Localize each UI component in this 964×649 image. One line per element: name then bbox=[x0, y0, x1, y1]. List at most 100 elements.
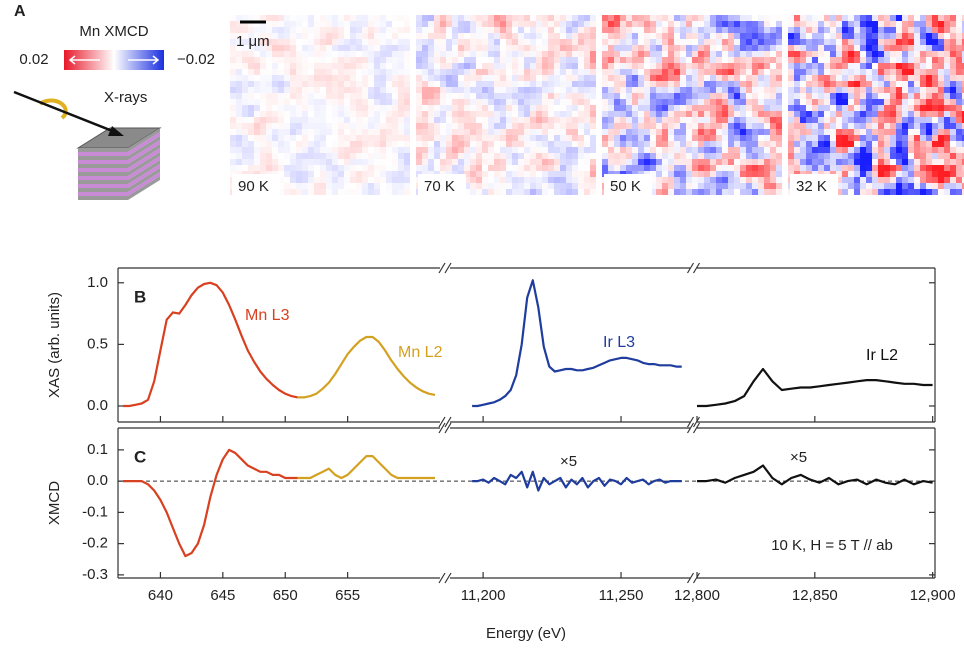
pixel bbox=[380, 111, 386, 117]
pixel bbox=[950, 27, 956, 33]
pixel bbox=[848, 159, 854, 165]
pixel bbox=[800, 147, 806, 153]
pixel bbox=[644, 87, 650, 93]
pixel bbox=[476, 63, 482, 69]
pixel bbox=[764, 81, 770, 87]
pixel bbox=[284, 63, 290, 69]
pixel bbox=[614, 15, 620, 21]
pixel bbox=[560, 33, 566, 39]
pixel bbox=[878, 87, 884, 93]
pixel bbox=[278, 159, 284, 165]
pixel bbox=[878, 57, 884, 63]
pixel bbox=[296, 87, 302, 93]
pixel bbox=[800, 15, 806, 21]
pixel bbox=[674, 165, 680, 171]
pixel bbox=[884, 117, 890, 123]
pixel bbox=[518, 177, 524, 183]
pixel bbox=[554, 51, 560, 57]
pixel bbox=[752, 177, 758, 183]
pixel bbox=[890, 105, 896, 111]
pixel bbox=[758, 111, 764, 117]
pixel bbox=[770, 105, 776, 111]
pixel bbox=[290, 105, 296, 111]
pixel bbox=[446, 123, 452, 129]
pixel bbox=[668, 117, 674, 123]
pixel bbox=[812, 27, 818, 33]
pixel bbox=[392, 27, 398, 33]
pixel bbox=[584, 51, 590, 57]
pixel bbox=[482, 177, 488, 183]
pixel bbox=[926, 171, 932, 177]
pixel bbox=[284, 21, 290, 27]
pixel bbox=[488, 99, 494, 105]
pixel bbox=[848, 93, 854, 99]
pixel bbox=[590, 63, 596, 69]
pixel bbox=[614, 141, 620, 147]
pixel bbox=[296, 69, 302, 75]
pixel bbox=[944, 141, 950, 147]
pixel bbox=[380, 129, 386, 135]
pixel bbox=[674, 87, 680, 93]
pixel bbox=[260, 99, 266, 105]
pixel bbox=[392, 105, 398, 111]
pixel bbox=[686, 87, 692, 93]
pixel bbox=[728, 111, 734, 117]
pixel bbox=[656, 69, 662, 75]
pixel bbox=[638, 87, 644, 93]
pixel bbox=[710, 153, 716, 159]
pixel bbox=[434, 39, 440, 45]
pixel bbox=[458, 57, 464, 63]
pixel bbox=[440, 51, 446, 57]
pixel bbox=[350, 165, 356, 171]
pixel bbox=[614, 33, 620, 39]
pixel bbox=[482, 81, 488, 87]
x-axis-label: Energy (eV) bbox=[486, 625, 566, 642]
pixel bbox=[326, 123, 332, 129]
pixel bbox=[722, 75, 728, 81]
pixel bbox=[854, 93, 860, 99]
pixel bbox=[356, 189, 362, 195]
axis-break bbox=[438, 572, 446, 584]
pixel bbox=[800, 93, 806, 99]
pixel bbox=[404, 45, 410, 51]
pixel bbox=[368, 69, 374, 75]
pixel bbox=[716, 189, 722, 195]
pixel bbox=[620, 165, 626, 171]
pixel bbox=[572, 87, 578, 93]
pixel bbox=[500, 33, 506, 39]
axis-break bbox=[444, 572, 452, 584]
pixel bbox=[368, 141, 374, 147]
spectrum-line bbox=[472, 470, 682, 492]
pixel bbox=[932, 177, 938, 183]
pixel bbox=[656, 129, 662, 135]
layer bbox=[128, 132, 160, 156]
pixel bbox=[368, 39, 374, 45]
pixel bbox=[854, 87, 860, 93]
pixel bbox=[764, 111, 770, 117]
pixel bbox=[278, 39, 284, 45]
pixel bbox=[542, 123, 548, 129]
pixel bbox=[716, 33, 722, 39]
pixel bbox=[902, 45, 908, 51]
pixel bbox=[740, 105, 746, 111]
pixel bbox=[536, 99, 542, 105]
pixel bbox=[362, 171, 368, 177]
pixel bbox=[698, 81, 704, 87]
pixel bbox=[644, 33, 650, 39]
pixel bbox=[776, 81, 782, 87]
pixel bbox=[626, 69, 632, 75]
pixel bbox=[572, 117, 578, 123]
pixel bbox=[524, 93, 530, 99]
pixel bbox=[326, 21, 332, 27]
pixel bbox=[248, 111, 254, 117]
pixel bbox=[860, 63, 866, 69]
pixel bbox=[908, 69, 914, 75]
pixel bbox=[392, 165, 398, 171]
x-tick-label: 12,900 bbox=[910, 587, 956, 604]
pixel bbox=[842, 105, 848, 111]
pixel bbox=[638, 27, 644, 33]
pixel bbox=[806, 153, 812, 159]
pixel bbox=[614, 165, 620, 171]
layer bbox=[128, 144, 160, 168]
pixel bbox=[428, 135, 434, 141]
